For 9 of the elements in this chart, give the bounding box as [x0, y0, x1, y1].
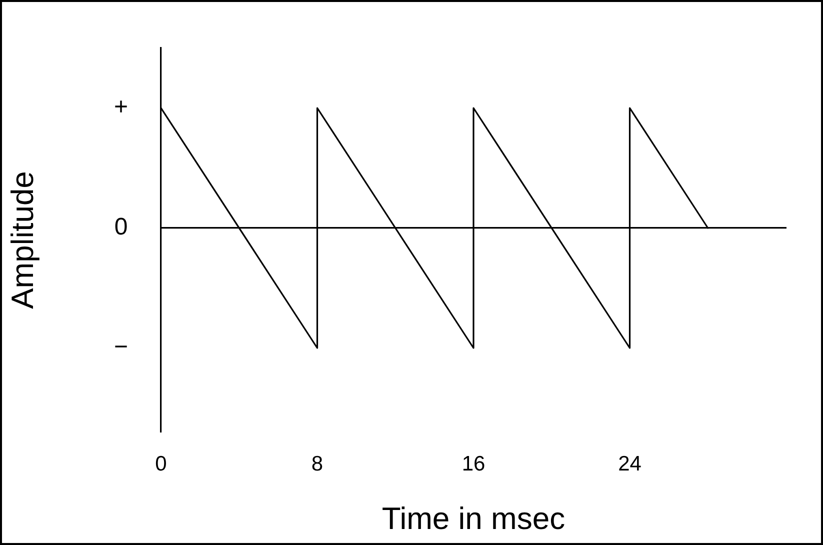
x-tick-label: 16 — [462, 452, 486, 476]
text: − — [114, 334, 128, 361]
text: + — [114, 94, 128, 121]
text: 0 — [114, 214, 128, 241]
x-tick-label: 8 — [311, 452, 324, 476]
y-axis-title: Amplitude — [5, 171, 40, 309]
x-tick-label: 24 — [618, 452, 642, 476]
x-axis-title: Time in msec — [382, 500, 566, 536]
x-tick-label: 0 — [155, 452, 167, 476]
